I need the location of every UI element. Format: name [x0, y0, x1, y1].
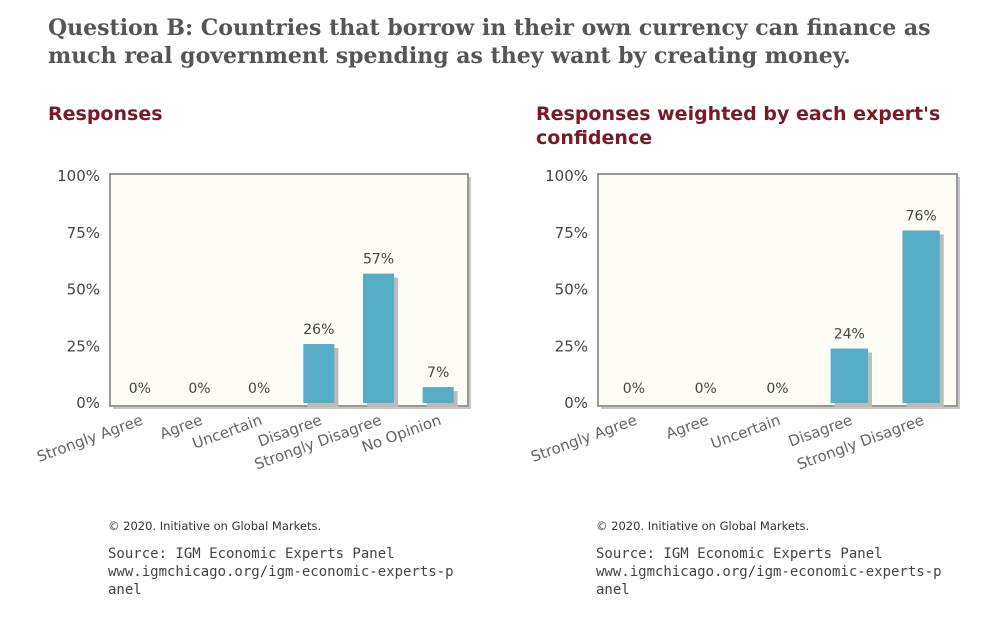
responses-bar-chart: 0%25%50%75%100%0%Strongly Agree0%Agree0%… — [34, 167, 471, 474]
data-label: 57% — [363, 252, 394, 268]
source-right: Source: IGM Economic Experts Panel www.i… — [596, 545, 946, 599]
source-label-left: Source: IGM Economic Experts Panel — [108, 546, 395, 562]
x-tick-label: Uncertain — [708, 411, 783, 453]
data-label: 0% — [129, 381, 151, 397]
y-tick-label: 50% — [67, 281, 100, 299]
chart-title-responses: Responses — [48, 103, 163, 125]
data-label: 0% — [188, 381, 210, 397]
y-tick-label: 100% — [545, 167, 588, 185]
copyright-right: © 2020. Initiative on Global Markets. — [596, 519, 810, 533]
bar — [422, 387, 454, 403]
y-tick-label: 25% — [67, 337, 100, 355]
bar — [362, 273, 395, 403]
data-label: 0% — [248, 381, 270, 397]
data-label: 0% — [766, 381, 788, 397]
y-tick-label: 75% — [67, 224, 100, 242]
y-tick-label: 100% — [57, 167, 100, 185]
x-tick-label: Strongly Agree — [528, 411, 639, 466]
chart-title-weighted: Responses weighted by each expert's conf… — [536, 103, 941, 149]
source-label-right: Source: IGM Economic Experts Panel — [596, 546, 883, 562]
y-tick-label: 50% — [555, 281, 588, 299]
copyright-left: © 2020. Initiative on Global Markets. — [108, 519, 322, 533]
x-tick-label: Strongly Agree — [34, 411, 145, 466]
source-left: Source: IGM Economic Experts Panel www.i… — [108, 545, 458, 599]
y-tick-label: 75% — [555, 224, 588, 242]
data-label: 76% — [906, 208, 937, 224]
data-label: 0% — [695, 381, 717, 397]
data-label: 26% — [303, 322, 334, 338]
data-label: 7% — [427, 365, 449, 381]
bar — [303, 343, 335, 403]
weighted-responses-bar-chart: 0%25%50%75%100%0%Strongly Agree0%Agree0%… — [528, 167, 960, 474]
x-tick-label: Agree — [663, 411, 711, 443]
bar — [830, 348, 868, 403]
question-heading: Question B: Countries that borrow in the… — [48, 15, 931, 69]
y-tick-label: 0% — [76, 394, 100, 412]
plot-area — [109, 173, 469, 407]
y-tick-label: 25% — [555, 337, 588, 355]
source-url-left[interactable]: www.igmchicago.org/igm-economic-experts-… — [108, 564, 454, 598]
y-tick-label: 0% — [564, 394, 588, 412]
source-url-right[interactable]: www.igmchicago.org/igm-economic-experts-… — [596, 564, 942, 598]
data-label: 24% — [834, 327, 865, 343]
x-tick-label: Uncertain — [190, 411, 265, 453]
data-label: 0% — [623, 381, 645, 397]
bar — [902, 230, 940, 403]
plot-area — [597, 173, 958, 407]
